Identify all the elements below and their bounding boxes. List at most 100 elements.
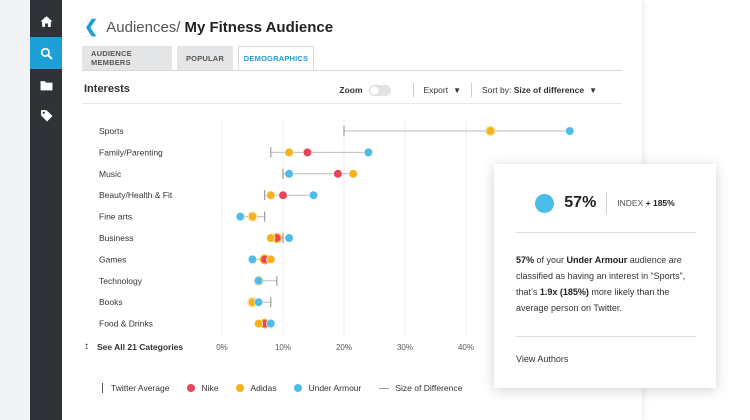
data-tooltip: 57% INDEX + 185% 57% of your Under Armou… — [494, 164, 716, 388]
chevron-down-icon: ▼ — [453, 85, 462, 95]
data-point-nike — [302, 147, 312, 157]
chart-controls: Zoom Export ▼ Sort by: Size of differenc… — [339, 83, 597, 97]
under-armour-dot — [535, 193, 555, 213]
legend-label: Under Armour — [308, 383, 362, 393]
back-chevron-icon[interactable]: ❮ — [84, 17, 99, 36]
home-icon — [40, 15, 52, 27]
legend-line-swatch — [379, 387, 390, 389]
x-tick-label: 10% — [275, 343, 291, 352]
background-left — [0, 0, 30, 420]
see-all-label: See All 21 Categories — [97, 341, 184, 352]
page-title: My Fitness Audience — [184, 18, 334, 36]
x-tick-label: 40% — [458, 343, 474, 352]
data-point-under-armour — [565, 126, 575, 136]
tab-demographics[interactable]: DEMOGRAPHICS — [238, 46, 314, 70]
tooltip-percent: 57% — [564, 194, 597, 211]
tooltip-index: INDEX + 185% — [617, 198, 675, 208]
category-label: Business — [99, 233, 134, 243]
data-point-adidas — [266, 233, 276, 243]
sort-dropdown[interactable]: Sort by: Size of difference ▼ — [482, 85, 597, 95]
breadcrumb: ❮ Audiences/ My Fitness Audience — [84, 17, 333, 37]
sidebar-item-search[interactable] — [30, 37, 62, 69]
category-label: Beauty/Health & Fit — [99, 190, 173, 200]
data-point-under-armour — [254, 297, 264, 307]
data-point-under-armour — [235, 212, 245, 222]
view-authors-link[interactable]: View Authors — [516, 354, 569, 364]
legend-twitter-average: Twitter Average — [102, 383, 169, 393]
category-label: Books — [99, 297, 123, 307]
category-label: Games — [99, 254, 126, 264]
tab-bar: AUDIENCE MEMBERS POPULAR DEMOGRAPHICS — [82, 46, 319, 70]
tabs-divider — [82, 70, 622, 71]
legend-label: Twitter Average — [111, 383, 170, 393]
tooltip-divider — [516, 232, 696, 233]
sort-prefix: Sort by: — [482, 85, 512, 95]
expand-arrows-icon: ↕ — [84, 341, 89, 352]
legend-bar-swatch — [102, 383, 103, 393]
x-tick-label: 0% — [216, 343, 228, 352]
x-tick-label: 20% — [336, 343, 352, 352]
data-point-adidas — [254, 319, 264, 329]
export-dropdown[interactable]: Export ▼ — [424, 85, 462, 95]
divider — [471, 83, 473, 97]
sidebar-item-tags[interactable] — [30, 99, 62, 131]
zoom-toggle[interactable] — [368, 84, 391, 96]
data-point-adidas — [348, 169, 358, 179]
tag-icon — [40, 109, 52, 121]
legend-label: Size of Difference — [395, 383, 463, 393]
interests-dot-chart: 0% 10% 20% 30% 40% Sports Family/Parenting Musi… — [99, 120, 575, 352]
see-all-categories-link[interactable]: ↕ See All 21 Categories — [84, 341, 183, 352]
legend-under-armour: Under Armour — [294, 383, 361, 393]
category-label: Food & Drinks — [99, 319, 153, 329]
legend-dot-swatch — [187, 384, 196, 392]
data-point-nike — [333, 169, 343, 179]
category-label: Sports — [99, 126, 124, 136]
data-point-under-armour — [284, 233, 294, 243]
divider — [606, 192, 608, 214]
data-point-adidas — [247, 212, 258, 222]
tab-audience-members[interactable]: AUDIENCE MEMBERS — [82, 46, 172, 70]
tooltip-description: 57% of your Under Armour audience are cl… — [516, 255, 686, 313]
data-point-under-armour — [308, 190, 319, 200]
data-point-adidas — [284, 147, 294, 157]
sidebar — [30, 0, 62, 420]
export-label: Export — [423, 85, 449, 95]
tooltip-header: 57% INDEX + 185% — [494, 192, 716, 214]
section-divider — [82, 103, 622, 104]
legend-label: Adidas — [250, 383, 277, 393]
tooltip-divider — [516, 336, 696, 337]
chevron-down-icon: ▼ — [589, 85, 597, 95]
sidebar-item-folder[interactable] — [30, 69, 62, 101]
legend-dot-swatch — [236, 384, 245, 392]
data-point-adidas — [266, 254, 276, 264]
search-icon — [40, 47, 53, 60]
data-point-under-armour — [247, 254, 258, 264]
breadcrumb-parent[interactable]: Audiences/ — [106, 18, 181, 36]
section-title: Interests — [84, 83, 130, 95]
category-label: Family/Parenting — [99, 147, 163, 157]
chart-legend: Twitter Average Nike Adidas Under Armour… — [102, 383, 480, 393]
category-label: Technology — [99, 276, 143, 286]
data-point-adidas — [485, 126, 496, 136]
data-point-under-armour — [363, 147, 374, 157]
zoom-label: Zoom — [339, 85, 363, 95]
sort-value: Size of difference — [513, 85, 585, 95]
data-point-nike — [278, 190, 288, 200]
legend-label: Nike — [201, 383, 219, 393]
legend-adidas: Adidas — [236, 383, 276, 393]
x-tick-label: 30% — [397, 343, 413, 352]
data-point-under-armour — [254, 276, 264, 286]
legend-nike: Nike — [187, 383, 218, 393]
category-label: Fine arts — [99, 212, 132, 222]
legend-dot-swatch — [294, 384, 303, 392]
data-point-adidas — [266, 190, 276, 200]
tab-popular[interactable]: POPULAR — [177, 46, 233, 70]
divider — [412, 83, 414, 97]
data-point-under-armour — [284, 169, 294, 179]
legend-size-of-difference: Size of Difference — [379, 383, 462, 393]
folder-icon — [40, 80, 52, 90]
data-point-under-armour — [266, 319, 276, 329]
sidebar-item-home[interactable] — [30, 5, 62, 37]
category-label: Music — [99, 169, 122, 179]
toggle-knob — [369, 85, 379, 95]
